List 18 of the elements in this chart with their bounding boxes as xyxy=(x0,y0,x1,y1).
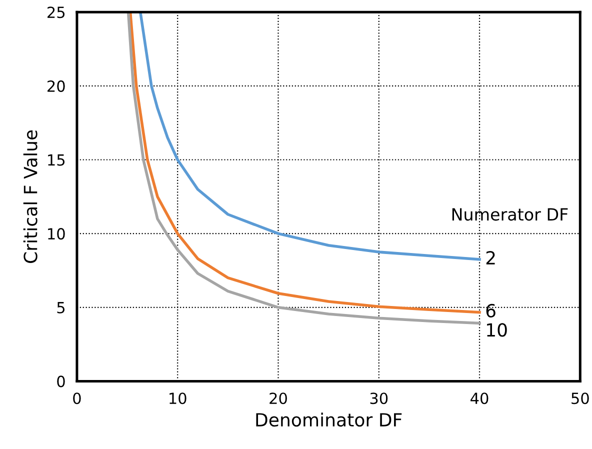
x-axis-title: Denominator DF xyxy=(256,412,402,427)
y-tick-label: 10 xyxy=(48,228,65,240)
y-tick-label: 20 xyxy=(48,80,65,92)
series-label: 6 xyxy=(486,304,496,318)
x-tick-label: 30 xyxy=(370,392,388,404)
x-tick-label: 40 xyxy=(470,392,488,404)
series-label: 10 xyxy=(487,323,507,337)
y-tick-label: 25 xyxy=(48,6,65,18)
y-tick-label: 15 xyxy=(48,154,65,166)
legend-title: Numerator DF xyxy=(452,208,568,221)
x-tick-label: 50 xyxy=(572,392,589,404)
x-tick-label: 20 xyxy=(270,392,287,404)
y-axis-title: Critical F Value xyxy=(23,130,38,263)
y-tick-label: 5 xyxy=(57,302,65,314)
series-label: 2 xyxy=(486,250,495,264)
y-tick-label: 0 xyxy=(57,376,65,388)
x-tick-label: 0 xyxy=(73,392,81,404)
x-tick-label: 10 xyxy=(170,392,186,404)
